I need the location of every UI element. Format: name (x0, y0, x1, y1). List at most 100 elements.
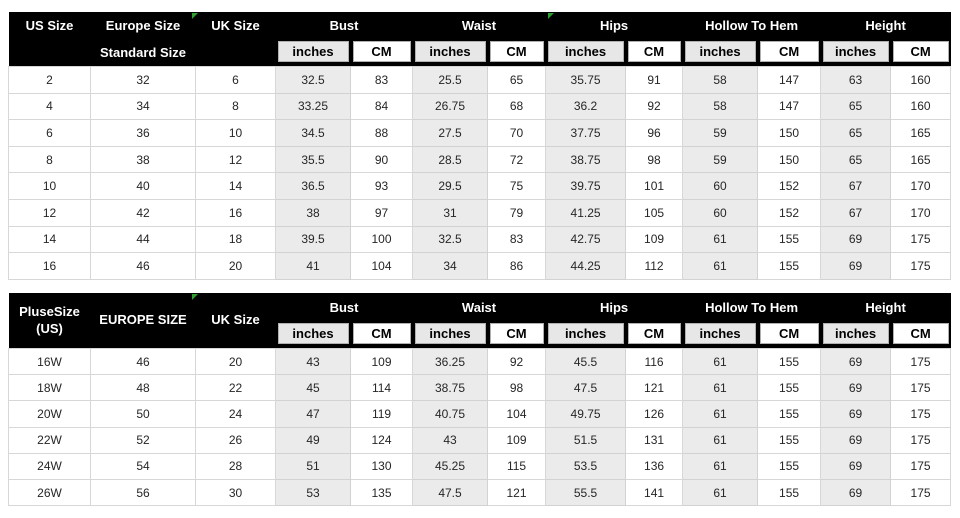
table-cell: 155 (757, 452, 822, 480)
unit-label: inches (547, 41, 624, 62)
table-cell: 58 (682, 92, 759, 121)
table-cell: 41.25 (545, 198, 627, 227)
table-cell: 36 (90, 119, 196, 147)
col-header-uk-size: UK Size (195, 12, 276, 67)
unit-label: inches (414, 323, 486, 344)
unit-label: CM (627, 323, 681, 344)
table-cell: 63 (820, 66, 892, 94)
table-cell: 39.75 (545, 172, 627, 200)
table-cell: 36.25 (412, 347, 489, 376)
table-cell: 14 (195, 172, 276, 200)
table-cell: 75 (487, 172, 547, 200)
table-cell: 175 (890, 252, 952, 280)
table-cell: 155 (757, 225, 822, 254)
table-row: 16 46 20 41 104 34 86 44.25 112 61 155 69 175 (8, 252, 952, 280)
table-cell: 170 (890, 172, 952, 200)
table-cell: 109 (625, 225, 684, 254)
table-cell: 160 (890, 66, 952, 94)
group-header-hollow-to-hem: Hollow To Hem (682, 12, 821, 39)
table-cell: 69 (820, 452, 892, 480)
table-cell: 165 (890, 145, 952, 174)
table-cell: 55.5 (545, 478, 627, 507)
table-cell: 72 (487, 145, 547, 174)
col-header-label: US Size (25, 18, 74, 33)
table-cell: 98 (625, 145, 684, 174)
table-cell: 54 (90, 452, 196, 480)
table-cell: 52 (90, 426, 196, 454)
table-cell: 175 (890, 225, 952, 254)
table-cell: 8 (8, 145, 91, 174)
unit-header-inches: inches (820, 321, 891, 349)
table-cell: 98 (487, 374, 547, 402)
table-cell: 104 (487, 400, 547, 428)
col-subheader-label (196, 39, 276, 65)
standard-size-section: US Size Europe Size Standard Size UK Size Bu… (8, 12, 952, 280)
col-header-label: PluseSize (19, 304, 80, 320)
unit-header-inches: inches (412, 321, 488, 349)
table-cell: 4 (8, 92, 91, 121)
table-cell: 49 (275, 426, 351, 454)
table-row: 18W 48 22 45 114 38.75 98 47.5 121 61 155 69 175 (8, 374, 952, 402)
table-cell: 124 (349, 426, 414, 454)
table-cell: 56 (90, 478, 196, 507)
table-cell: 45.25 (412, 452, 489, 480)
table-cell: 38 (90, 145, 196, 174)
table-cell: 61 (682, 252, 759, 280)
unit-label: CM (489, 323, 544, 344)
table-cell: 40.75 (412, 400, 489, 428)
unit-header-inches: inches (820, 39, 891, 67)
col-header-label: EUROPE SIZE (99, 312, 187, 328)
table-cell: 49.75 (545, 400, 627, 428)
table-cell: 22 (195, 374, 276, 402)
table-cell: 34 (90, 92, 196, 121)
table-cell: 86 (487, 252, 547, 280)
table-cell: 69 (820, 347, 892, 376)
unit-header-cm: CM (890, 321, 951, 349)
table-cell: 150 (757, 145, 822, 174)
table-cell: 16 (195, 198, 276, 227)
group-header-waist: Waist (412, 293, 546, 321)
table-cell: 61 (682, 374, 759, 402)
unit-label: inches (547, 323, 624, 344)
table-cell: 41 (275, 252, 351, 280)
table-cell: 147 (757, 66, 822, 94)
group-header-height: Height (820, 293, 951, 321)
group-header-waist: Waist (412, 12, 546, 39)
table-cell: 8 (195, 92, 276, 121)
table-cell: 141 (625, 478, 684, 507)
col-header-label: (US) (36, 320, 63, 336)
table-cell: 59 (682, 119, 759, 147)
table-cell: 10 (8, 172, 91, 200)
unit-label: inches (684, 41, 756, 62)
table-cell: 130 (349, 452, 414, 480)
table-cell: 24W (8, 452, 91, 480)
table-cell: 150 (757, 119, 822, 147)
unit-header-inches: inches (682, 321, 758, 349)
col-header-label: Europe Size (105, 18, 181, 33)
table-cell: 42.75 (545, 225, 627, 254)
table-cell: 25.5 (412, 66, 489, 94)
unit-header-cm: CM (487, 39, 546, 67)
table-cell: 2 (8, 66, 91, 94)
unit-header-cm: CM (757, 39, 821, 67)
unit-header-row: inches CM inches CM inches CM inches CM inches CM (9, 321, 951, 349)
unit-header-cm: CM (625, 321, 683, 349)
unit-header-row: inches CM inches CM inches CM inches CM inches CM (9, 39, 951, 67)
table-cell: 88 (349, 119, 414, 147)
table-cell: 40 (90, 172, 196, 200)
table-cell: 160 (890, 92, 952, 121)
group-header-bust: Bust (275, 12, 413, 39)
table-cell: 97 (349, 198, 414, 227)
col-header-plusesize-us: PluseSize (US) (8, 293, 91, 349)
table-cell: 48 (90, 374, 196, 402)
unit-header-cm: CM (625, 39, 683, 67)
table-cell: 22W (8, 426, 91, 454)
table-cell: 35.75 (545, 66, 627, 94)
table-cell: 34.5 (275, 119, 351, 147)
table-cell: 92 (625, 92, 684, 121)
header-row: PluseSize (US) EUROPE SIZE UK Size Bust Waist… (8, 293, 951, 349)
table-row: 6 36 10 34.5 88 27.5 70 37.75 96 59 150 65 165 (8, 119, 952, 147)
table-cell: 26.75 (412, 92, 489, 121)
table-cell: 165 (890, 119, 952, 147)
table-cell: 50 (90, 400, 196, 428)
